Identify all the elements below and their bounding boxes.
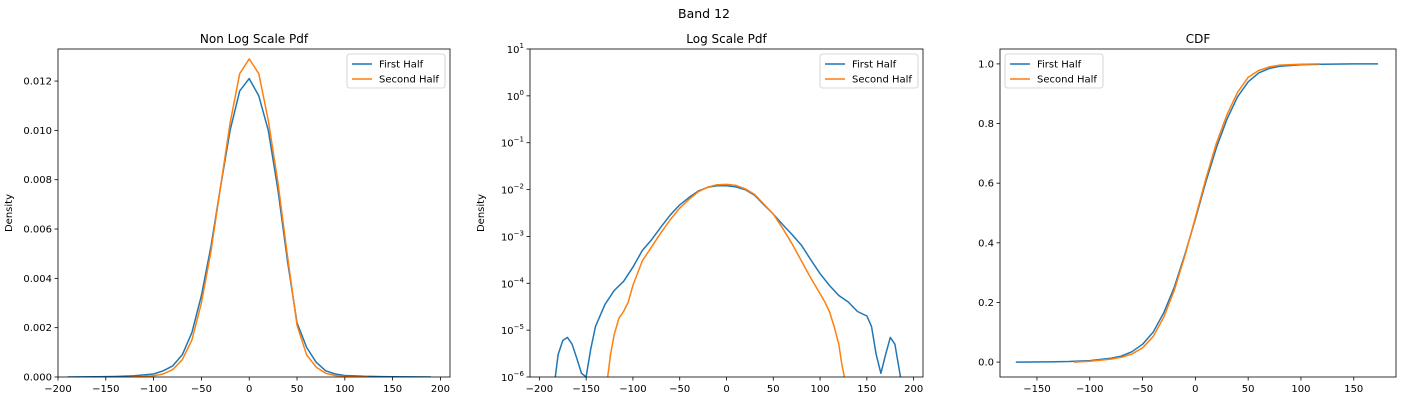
y-tick-exponent: −1 bbox=[514, 136, 524, 144]
x-tick-label: 200 bbox=[431, 384, 450, 395]
y-tick-label: 0.008 bbox=[23, 175, 52, 186]
y-tick-label: 0.8 bbox=[978, 119, 994, 130]
x-tick-label: 150 bbox=[857, 384, 876, 395]
panel-title: Log Scale Pdf bbox=[686, 32, 767, 46]
x-tick-label: −50 bbox=[669, 384, 690, 395]
x-tick-label: 100 bbox=[811, 384, 830, 395]
x-tick-label: 150 bbox=[383, 384, 402, 395]
legend-label: First Half bbox=[379, 60, 424, 71]
y-tick-exponent: −2 bbox=[514, 183, 524, 191]
y-tick-label: 0.006 bbox=[23, 225, 52, 236]
x-tick-label: −150 bbox=[572, 384, 599, 395]
x-tick-label: 0 bbox=[1192, 384, 1198, 395]
y-tick-base: 10 bbox=[501, 279, 514, 290]
legend-label: Second Half bbox=[379, 75, 439, 86]
y-tick-base: 10 bbox=[501, 326, 514, 337]
x-tick-label: −100 bbox=[619, 384, 646, 395]
y-axis-label: Density bbox=[476, 194, 487, 232]
x-tick-label: −50 bbox=[191, 384, 212, 395]
y-tick-label: 0.012 bbox=[23, 77, 52, 88]
y-axis-label: Density bbox=[4, 194, 15, 232]
y-tick-exponent: −4 bbox=[514, 276, 525, 284]
y-tick-label: 0.4 bbox=[978, 238, 994, 249]
x-tick-label: 150 bbox=[1344, 384, 1363, 395]
y-tick-base: 10 bbox=[501, 186, 514, 197]
y-tick-label: 0.2 bbox=[978, 298, 994, 309]
y-tick-label: 10−2 bbox=[501, 183, 524, 197]
x-tick-label: −100 bbox=[1076, 384, 1103, 395]
x-tick-label: 100 bbox=[1291, 384, 1310, 395]
y-tick-label: 100 bbox=[507, 89, 524, 103]
x-tick-label: 200 bbox=[904, 384, 923, 395]
y-tick-label: 101 bbox=[507, 42, 524, 56]
x-tick-label: 100 bbox=[335, 384, 354, 395]
series-line-first-half bbox=[67, 77, 431, 377]
panel-title: CDF bbox=[1186, 32, 1211, 46]
y-tick-label: 10−1 bbox=[501, 136, 524, 150]
y-tick-exponent: −5 bbox=[514, 323, 524, 331]
legend: First Half Second Half bbox=[346, 53, 446, 89]
y-tick-exponent: 0 bbox=[520, 89, 524, 97]
axes-frame bbox=[999, 48, 1397, 378]
chart-panel-3: CDF −150 −100 −50 0 50 100 150 0.0 0.2 0.4 0.6 0.8 1.… bbox=[978, 32, 1397, 395]
y-tick-base: 10 bbox=[501, 232, 514, 243]
legend: First Half Second Half bbox=[819, 53, 919, 89]
legend-label: First Half bbox=[1037, 60, 1082, 71]
x-tick-label: −100 bbox=[140, 384, 167, 395]
y-tick-label: 0.0 bbox=[978, 358, 994, 369]
chart-panel-2: Log Scale Pdf−200 −150 −100 −50 0 50 100 150 200… bbox=[476, 32, 924, 395]
x-tick-label: −150 bbox=[1023, 384, 1050, 395]
panel-title: Non Log Scale Pdf bbox=[200, 32, 309, 46]
x-tick-label: 50 bbox=[1242, 384, 1255, 395]
series-line-second-half bbox=[129, 58, 369, 377]
figure-title: Band 12 bbox=[678, 6, 730, 21]
y-tick-base: 10 bbox=[501, 139, 514, 150]
y-tick-base: 10 bbox=[507, 45, 520, 56]
panels: Non Log Scale Pdf−200 −150 −100 −50 0 50 100 15… bbox=[4, 32, 1397, 395]
y-tick-exponent: −3 bbox=[514, 229, 524, 237]
legend: First Half Second Half bbox=[1004, 53, 1104, 89]
x-tick-label: 50 bbox=[767, 384, 780, 395]
y-tick-label: 1.0 bbox=[978, 59, 994, 70]
y-tick-label: 0.000 bbox=[23, 373, 52, 384]
legend-label: First Half bbox=[852, 60, 897, 71]
y-tick-label: 0.6 bbox=[978, 179, 994, 190]
x-tick-label: 50 bbox=[291, 384, 304, 395]
legend-label: Second Half bbox=[1037, 75, 1097, 86]
y-tick-exponent: −6 bbox=[514, 370, 525, 378]
y-tick-label: 10−5 bbox=[501, 323, 524, 337]
axes-frame bbox=[57, 48, 451, 378]
y-tick-exponent: 1 bbox=[520, 42, 524, 50]
y-tick-label: 10−6 bbox=[501, 370, 525, 384]
y-tick-base: 10 bbox=[501, 373, 514, 384]
x-tick-label: −200 bbox=[526, 384, 553, 395]
series-line-second-half bbox=[606, 183, 846, 377]
x-tick-label: 0 bbox=[723, 384, 729, 395]
series-line-first-half bbox=[554, 184, 902, 377]
y-tick-label: 0.004 bbox=[23, 274, 52, 285]
x-tick-label: 0 bbox=[246, 384, 252, 395]
y-tick-label: 0.010 bbox=[23, 126, 52, 137]
x-tick-label: −50 bbox=[1132, 384, 1153, 395]
y-tick-label: 10−4 bbox=[501, 276, 525, 290]
y-tick-label: 10−3 bbox=[501, 229, 524, 243]
x-tick-label: −150 bbox=[92, 384, 119, 395]
legend-label: Second Half bbox=[852, 75, 912, 86]
y-tick-base: 10 bbox=[507, 92, 520, 103]
y-tick-label: 0.002 bbox=[23, 323, 52, 334]
chart-panel-1: Non Log Scale Pdf −200 −150 −100 −50 0 50 100 15… bbox=[4, 32, 451, 395]
series-line-second-half bbox=[1073, 63, 1321, 363]
x-tick-label: −200 bbox=[44, 384, 71, 395]
